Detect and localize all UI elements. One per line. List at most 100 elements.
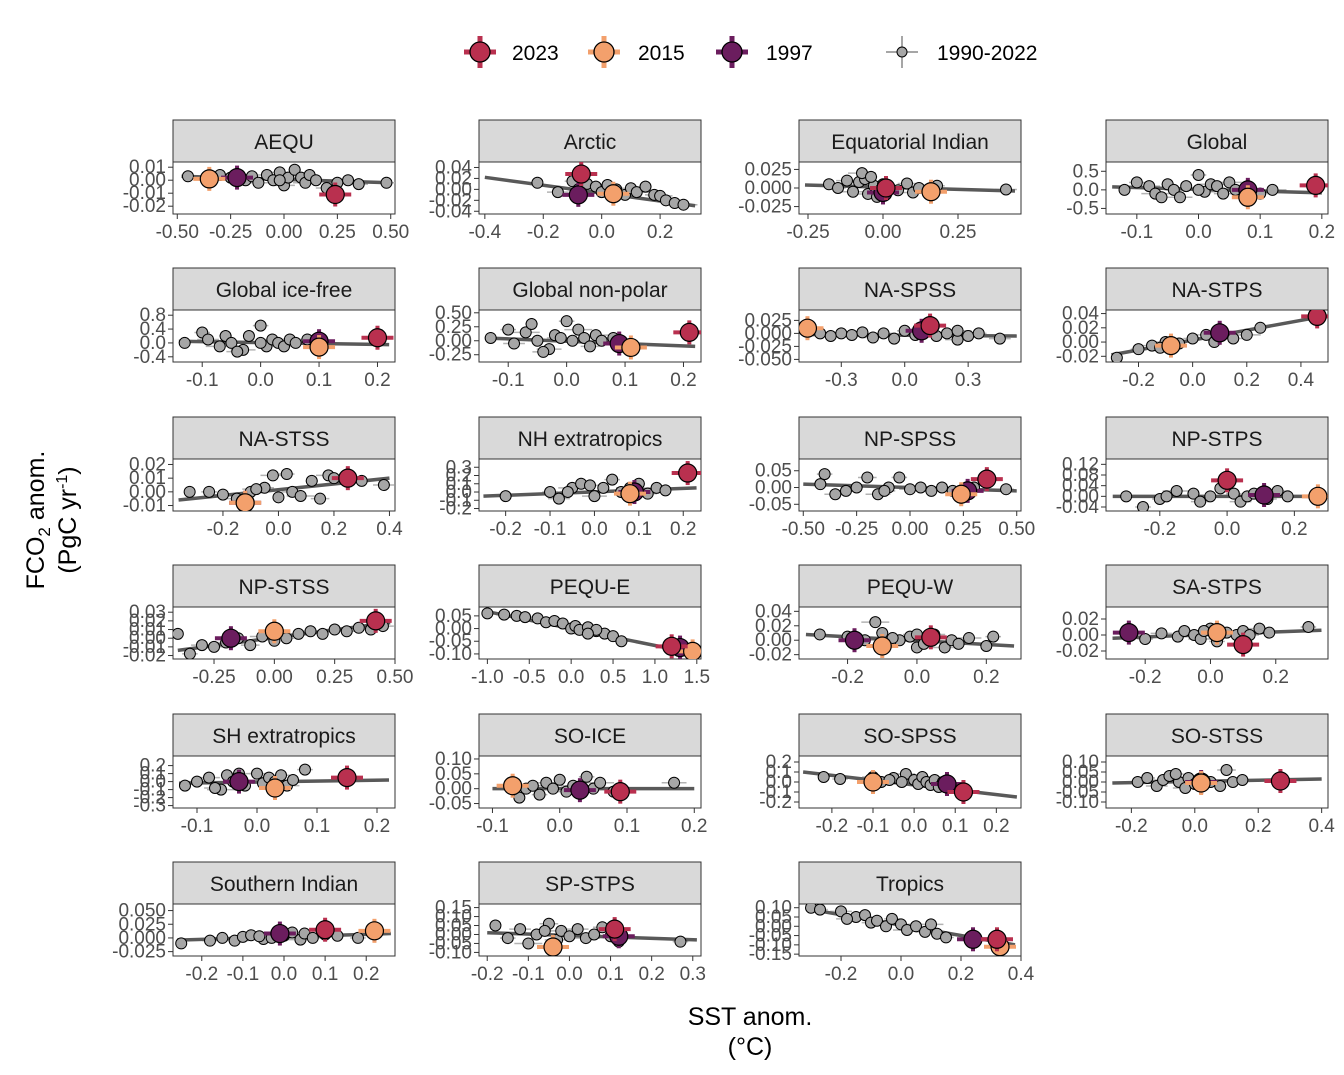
x-tick-label: -0.1 — [492, 370, 525, 391]
y-tick-label: 0.1 — [140, 764, 166, 785]
data-point — [204, 934, 216, 947]
x-tick-label: 0.2 — [364, 370, 390, 391]
x-tick-label: 0.1 — [1247, 222, 1273, 243]
data-point — [1141, 772, 1154, 784]
data-point — [834, 773, 847, 785]
y-tick-label: 0.00 — [1062, 332, 1099, 353]
data-point — [252, 176, 265, 189]
y-tick-label: -0.050 — [738, 349, 792, 370]
y-tick-label: 0.15 — [435, 898, 472, 919]
y-tick-label: 0.000 — [744, 178, 792, 199]
data-point — [340, 625, 353, 638]
y-tick-label: 0.0 — [766, 772, 792, 793]
strip-background — [172, 416, 396, 460]
y-tick-label: 0.00 — [435, 779, 472, 800]
y-tick-label: 0.04 — [1062, 304, 1099, 325]
strip-label: SO-STSS — [1171, 725, 1263, 748]
x-tick-label: 0.0 — [271, 964, 297, 985]
data-point — [1263, 626, 1276, 639]
highlight-point-1997 — [227, 168, 247, 188]
y-tick-label: 0.05 — [435, 916, 472, 937]
data-point — [952, 637, 965, 650]
data-point — [209, 782, 221, 794]
y-tick-label: -0.01 — [123, 183, 166, 204]
data-point — [972, 327, 985, 340]
legend-label: 1997 — [766, 42, 813, 65]
y-tick-label: 0.01 — [129, 468, 166, 489]
x-tick-label: 0.1 — [614, 816, 640, 837]
strip-background — [172, 713, 396, 757]
svg-text:(PgC yr-1): (PgC yr-1) — [54, 466, 82, 573]
data-point — [914, 481, 927, 494]
data-point — [551, 186, 564, 199]
x-tick-label: 0.1 — [626, 519, 652, 540]
strip-label: SA-STPS — [1172, 576, 1262, 599]
y-tick-label: -0.05 — [429, 631, 472, 652]
highlight-point-1997 — [570, 780, 590, 800]
legend-item-1990-2022: 1990-2022 — [886, 36, 1037, 68]
data-point — [1137, 501, 1149, 511]
y-tick-label: 0.05 — [435, 606, 472, 627]
y-tick-label: -0.05 — [1056, 782, 1099, 803]
strip-background — [478, 416, 702, 460]
data-point — [289, 336, 302, 349]
strip-label: AEQU — [254, 131, 314, 154]
highlight-point-2023 — [325, 184, 345, 205]
legend-key-point — [593, 41, 615, 63]
data-point — [980, 640, 993, 652]
highlight-point-2023 — [1233, 634, 1253, 655]
data-point — [251, 767, 263, 780]
x-tick-label: -0.2 — [831, 667, 864, 688]
x-tick-label: 0.0 — [901, 816, 927, 837]
x-tick-label: -0.2 — [1115, 816, 1148, 837]
x-tick-label: 0.0 — [1214, 519, 1240, 540]
highlight-point-2023 — [367, 328, 388, 348]
data-point — [580, 770, 593, 783]
highlight-point-2023 — [953, 782, 974, 802]
highlight-point-2023 — [921, 627, 941, 647]
data-point — [203, 485, 216, 498]
panel-global-non-polar: Global non-polar-0.1 0.0 0.1 0.2-0.250.000.… — [429, 267, 702, 391]
legend-label: 2023 — [512, 42, 559, 65]
x-tick-label: 0.0 — [247, 370, 273, 391]
strip-background — [1105, 267, 1329, 311]
highlight-point-2023 — [1306, 175, 1326, 195]
highlight-point-1997 — [270, 923, 290, 944]
data-point — [869, 616, 882, 629]
highlight-point-1997 — [221, 628, 241, 648]
x-tick-label: 0.50 — [998, 519, 1035, 540]
strip-label: NA-SPSS — [864, 279, 956, 302]
x-tick-label: -0.2 — [527, 222, 560, 243]
strip-label: Southern Indian — [210, 873, 358, 896]
x-tick-label: 0.25 — [319, 222, 356, 243]
data-point — [893, 471, 906, 484]
x-tick-label: 1.5 — [684, 667, 710, 688]
x-tick-label: 0.0 — [1182, 816, 1208, 837]
data-point — [824, 330, 837, 342]
y-tick-label: -0.02 — [749, 645, 792, 666]
data-point — [272, 491, 285, 504]
x-tick-label: 0.1 — [304, 816, 330, 837]
x-tick-label: 0.0 — [1179, 370, 1205, 391]
x-tick-label: -0.25 — [835, 519, 878, 540]
data-point — [481, 607, 494, 620]
strip-label: Tropics — [876, 873, 944, 896]
strip-label: SO-ICE — [554, 725, 626, 748]
plot-content — [175, 917, 391, 950]
x-tick-label: -0.2 — [207, 519, 240, 540]
data-point — [202, 333, 215, 346]
strip-label: NH extratropics — [518, 428, 663, 451]
y-tick-label: 0.2 — [140, 756, 166, 777]
data-point — [1155, 627, 1168, 640]
y-tick-label: -0.05 — [749, 926, 792, 947]
x-tick-label: 0.1 — [612, 370, 638, 391]
plot-content — [181, 163, 395, 207]
data-point — [352, 931, 364, 944]
y-tick-label: -0.05 — [749, 494, 792, 515]
data-point — [856, 326, 869, 339]
x-tick-label: 0.2 — [353, 964, 379, 985]
plot-content — [805, 616, 1015, 658]
y-tick-label: 0.08 — [1062, 465, 1099, 486]
data-point — [845, 328, 858, 341]
data-point — [525, 317, 538, 330]
